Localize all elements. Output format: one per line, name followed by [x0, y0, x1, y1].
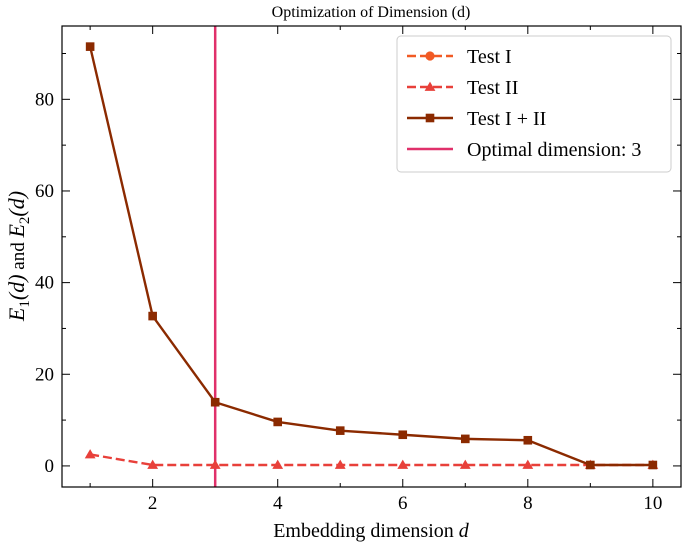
data-point-2 — [272, 459, 284, 469]
y-tick-label: 80 — [35, 89, 54, 110]
legend-swatch-marker — [425, 51, 435, 61]
legend-label: Test I + II — [467, 108, 546, 130]
data-point-2 — [84, 449, 96, 459]
data-point-3 — [85, 42, 95, 51]
x-tick-label: 10 — [643, 493, 662, 514]
y-tick-label: 60 — [35, 181, 54, 202]
x-tick-label: 8 — [523, 493, 533, 514]
series-line-3 — [88, 46, 653, 467]
plot-area — [84, 26, 659, 487]
data-point-3 — [460, 434, 470, 444]
data-point-3 — [523, 435, 533, 445]
y-tick-label: 40 — [35, 273, 54, 294]
data-point-2 — [147, 459, 159, 469]
x-tick-label: 2 — [148, 493, 158, 514]
data-point-3 — [398, 430, 408, 440]
legend-box — [396, 35, 672, 173]
plot-frame — [61, 25, 682, 488]
data-point-2 — [459, 459, 471, 469]
y-tick-label: 0 — [45, 456, 55, 477]
data-point-3 — [148, 311, 157, 321]
data-point-3 — [335, 426, 345, 435]
legend-swatch-marker — [425, 113, 435, 123]
legend-label: Test I — [467, 46, 512, 68]
legend-label: Optimal dimension: 3 — [467, 139, 641, 161]
data-point-2 — [209, 459, 221, 469]
axis-ticks: 2 4 6 8 10 0 20 40 60 80 — [35, 26, 681, 514]
chart-title: Optimization of Dimension (d) — [272, 4, 471, 21]
y-tick-label: 20 — [35, 364, 54, 385]
data-point-3 — [273, 417, 283, 427]
series-line-2 — [89, 453, 653, 467]
legend-swatch-marker — [424, 81, 436, 91]
y-axis-label: E1(d) and E2(d) — [4, 191, 33, 322]
legend-label: Test II — [467, 77, 518, 99]
legend: Test I Test II Test I + II Optimal dimensio… — [396, 35, 672, 173]
data-point-3 — [648, 460, 658, 470]
data-point-3 — [586, 460, 595, 470]
data-point-2 — [522, 459, 534, 469]
x-axis-label: Embedding dimension d — [273, 520, 470, 542]
x-tick-label: 6 — [398, 493, 408, 514]
data-point-2 — [334, 459, 346, 469]
x-tick-label: 4 — [273, 493, 283, 514]
data-point-2 — [397, 459, 409, 469]
data-point-3 — [210, 397, 220, 407]
